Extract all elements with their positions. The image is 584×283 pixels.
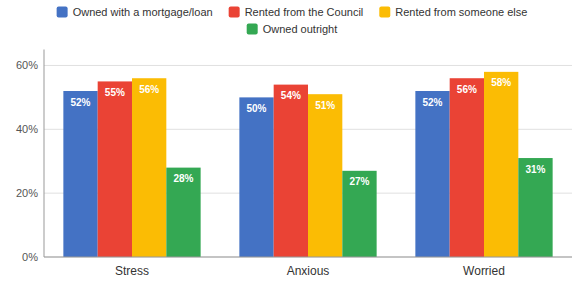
data-label: 56%: [139, 84, 159, 95]
legend-item: Owned outright: [247, 23, 338, 35]
data-label: 56%: [457, 84, 477, 95]
legend-swatch: [247, 24, 258, 35]
bar: [518, 158, 552, 257]
legend-label: Owned with a mortgage/loan: [73, 6, 213, 18]
y-tick-label: 60%: [16, 59, 38, 71]
bars: [63, 72, 552, 257]
legend-label: Rented from someone else: [395, 6, 527, 18]
legend-item: Rented from the Council: [229, 6, 364, 18]
bar: [239, 97, 273, 257]
bar: [132, 78, 166, 257]
y-tick-label: 20%: [16, 187, 38, 199]
data-labels: 52% 50% 52% 55% 54% 56% 56% 51% 58% 28% 27% 31%: [71, 77, 546, 187]
bar: [63, 91, 97, 257]
x-tick-label: Anxious: [287, 264, 330, 278]
legend-label: Rented from the Council: [245, 6, 364, 18]
legend-swatch: [229, 7, 240, 18]
bar: [450, 78, 484, 257]
data-label: 27%: [349, 176, 369, 187]
data-label: 55%: [105, 87, 125, 98]
x-axis-line: [44, 257, 572, 258]
legend-label: Owned outright: [263, 23, 338, 35]
bar: [308, 94, 342, 257]
y-axis: 0% 20% 40% 60%: [16, 50, 572, 264]
x-tick-label: Worried: [463, 264, 505, 278]
bar: [484, 72, 518, 257]
data-label: 51%: [315, 100, 335, 111]
data-label: 52%: [423, 97, 443, 108]
legend-swatch: [57, 7, 68, 18]
data-label: 28%: [173, 173, 193, 184]
data-label: 50%: [247, 103, 267, 114]
data-label: 54%: [281, 90, 301, 101]
grid-line: [44, 257, 572, 258]
grid-line: [44, 65, 572, 66]
y-tick-label: 40%: [16, 123, 38, 135]
bar: [342, 171, 376, 257]
x-tick-label: Stress: [115, 264, 149, 278]
bar: [274, 85, 308, 257]
legend-item: Rented from someone else: [379, 6, 527, 18]
chart: Owned with a mortgage/loan Rented from th…: [0, 0, 584, 283]
bar: [166, 168, 200, 257]
data-label: 52%: [71, 97, 91, 108]
bar: [98, 81, 132, 257]
y-axis-line: [44, 50, 45, 258]
x-axis: Stress Anxious Worried: [44, 257, 572, 278]
legend-item: Owned with a mortgage/loan: [57, 6, 213, 18]
data-label: 31%: [525, 164, 545, 175]
data-label: 58%: [491, 77, 511, 88]
y-tick-label: 0%: [22, 251, 38, 263]
legend-swatch: [379, 7, 390, 18]
legend: Owned with a mortgage/loan Rented from th…: [57, 6, 528, 35]
bar: [415, 91, 449, 257]
